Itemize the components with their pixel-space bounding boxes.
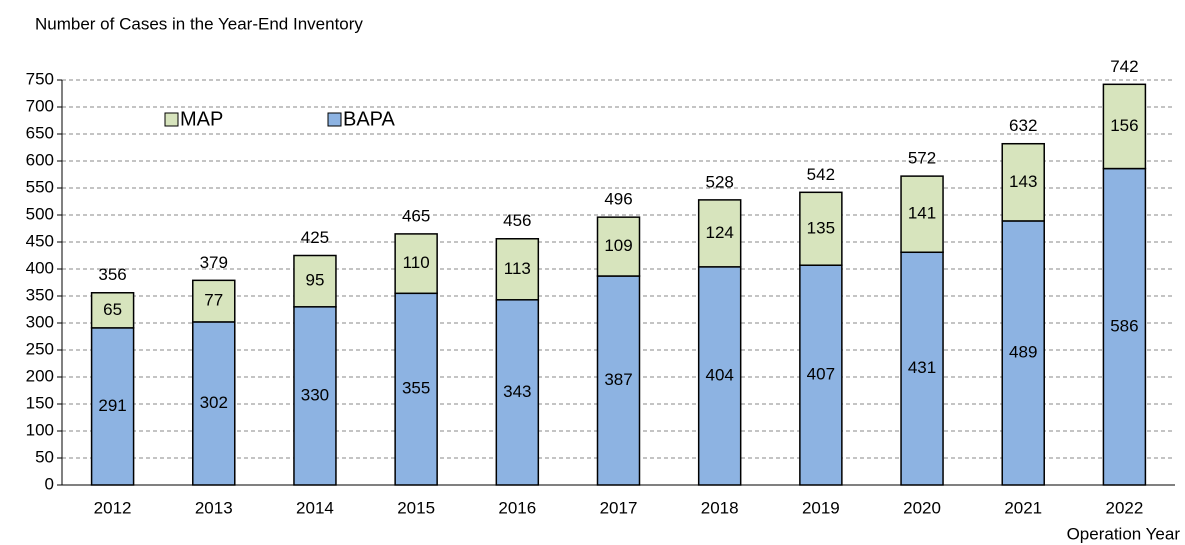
y-tick-label: 450: [26, 231, 54, 250]
value-label: 109: [604, 236, 632, 255]
x-tick-label: 2018: [701, 498, 739, 517]
value-label: 489: [1009, 342, 1037, 361]
y-tick-label: 350: [26, 285, 54, 304]
value-label: 291: [98, 396, 126, 415]
bar-segment: [900, 175, 944, 254]
bar-segment: [90, 292, 135, 329]
total-label: 572: [908, 149, 936, 168]
bar-segment: [293, 306, 337, 486]
x-axis-title: Operation Year: [1067, 524, 1181, 543]
x-tick-label: 2022: [1105, 498, 1143, 517]
value-label: 113: [504, 259, 531, 278]
bar-segment: [192, 279, 236, 323]
y-tick-label: 250: [26, 339, 54, 358]
y-tick-label: 500: [26, 204, 54, 223]
total-label: 456: [503, 211, 531, 230]
value-label: 95: [305, 271, 324, 290]
x-tick-label: 2015: [397, 498, 435, 517]
value-label: 431: [908, 358, 936, 377]
bar-segment: [799, 264, 843, 486]
value-label: 343: [503, 382, 531, 401]
value-label: 407: [807, 365, 835, 384]
y-tick-label: 300: [26, 312, 54, 331]
bar-segment: [900, 251, 944, 486]
legend-swatch: [164, 112, 179, 127]
y-axis-title: Number of Cases in the Year-End Inventor…: [35, 14, 363, 33]
x-tick-label: 2017: [600, 498, 638, 517]
bar-segment: [394, 292, 438, 486]
y-tick-label: 700: [26, 96, 54, 115]
y-tick-label: 750: [26, 69, 54, 88]
x-tick-label: 2021: [1004, 498, 1042, 517]
y-tick-label: 100: [26, 420, 54, 439]
value-label: 404: [705, 365, 733, 384]
bar-segment: [1102, 83, 1147, 170]
y-tick-label: 550: [26, 177, 54, 196]
value-label: 143: [1009, 172, 1037, 191]
value-label: 355: [402, 379, 430, 398]
bar-segment: [192, 321, 236, 486]
x-tick-label: 2016: [498, 498, 536, 517]
value-label: 586: [1110, 316, 1138, 335]
bar-segment: [1001, 142, 1045, 222]
bar-segment: [495, 238, 540, 301]
y-tick-label: 400: [26, 258, 54, 277]
value-label: 156: [1110, 116, 1138, 135]
value-label: 141: [908, 204, 936, 223]
bar-segment: [697, 199, 742, 268]
y-tick-label: 200: [26, 366, 54, 385]
y-tick-label: 600: [26, 150, 54, 169]
bar-segment: [596, 216, 641, 277]
bar-segment: [90, 327, 135, 486]
bar-segment: [293, 254, 337, 308]
bar-segment: [495, 299, 540, 486]
value-label: 65: [103, 300, 122, 319]
value-label: 135: [807, 218, 835, 237]
legend-swatch: [327, 112, 342, 127]
total-label: 542: [807, 165, 835, 184]
total-label: 632: [1009, 116, 1037, 135]
y-tick-label: 150: [26, 393, 54, 412]
total-label: 465: [402, 206, 430, 225]
x-tick-label: 2012: [94, 498, 132, 517]
bar-segment: [799, 191, 843, 266]
total-label: 742: [1110, 57, 1138, 76]
y-tick-label: 650: [26, 123, 54, 142]
x-tick-label: 2014: [296, 498, 334, 517]
value-label: 387: [604, 370, 632, 389]
value-label: 124: [705, 223, 733, 242]
total-label: 425: [301, 228, 329, 247]
y-tick-label: 50: [35, 447, 54, 466]
total-label: 379: [200, 253, 228, 272]
total-label: 356: [98, 265, 126, 284]
value-label: 330: [301, 385, 329, 404]
value-label: 77: [204, 291, 223, 310]
x-tick-label: 2020: [903, 498, 941, 517]
legend-label: BAPA: [343, 108, 396, 130]
total-label: 528: [705, 172, 733, 191]
x-tick-label: 2019: [802, 498, 840, 517]
bar-segment: [394, 233, 438, 295]
bar-segment: [596, 275, 641, 486]
value-label: 302: [200, 393, 228, 412]
value-label: 110: [403, 253, 430, 272]
x-tick-label: 2013: [195, 498, 233, 517]
bar-segment: [1001, 220, 1045, 486]
legend-label: MAP: [180, 108, 223, 130]
total-label: 496: [604, 190, 632, 209]
y-tick-label: 0: [45, 474, 54, 493]
